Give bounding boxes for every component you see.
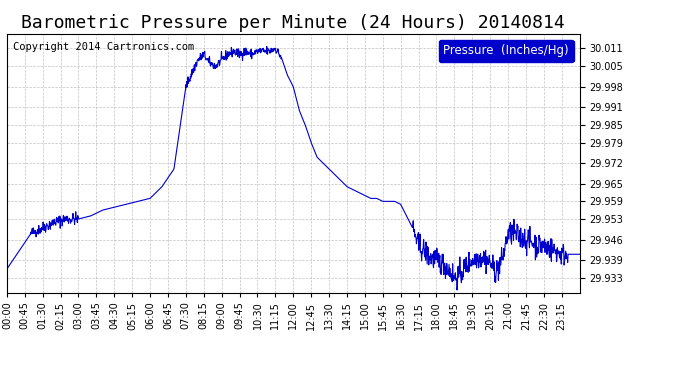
Text: Copyright 2014 Cartronics.com: Copyright 2014 Cartronics.com bbox=[12, 42, 194, 51]
Legend: Pressure  (Inches/Hg): Pressure (Inches/Hg) bbox=[439, 40, 573, 62]
Title: Barometric Pressure per Minute (24 Hours) 20140814: Barometric Pressure per Minute (24 Hours… bbox=[21, 14, 565, 32]
